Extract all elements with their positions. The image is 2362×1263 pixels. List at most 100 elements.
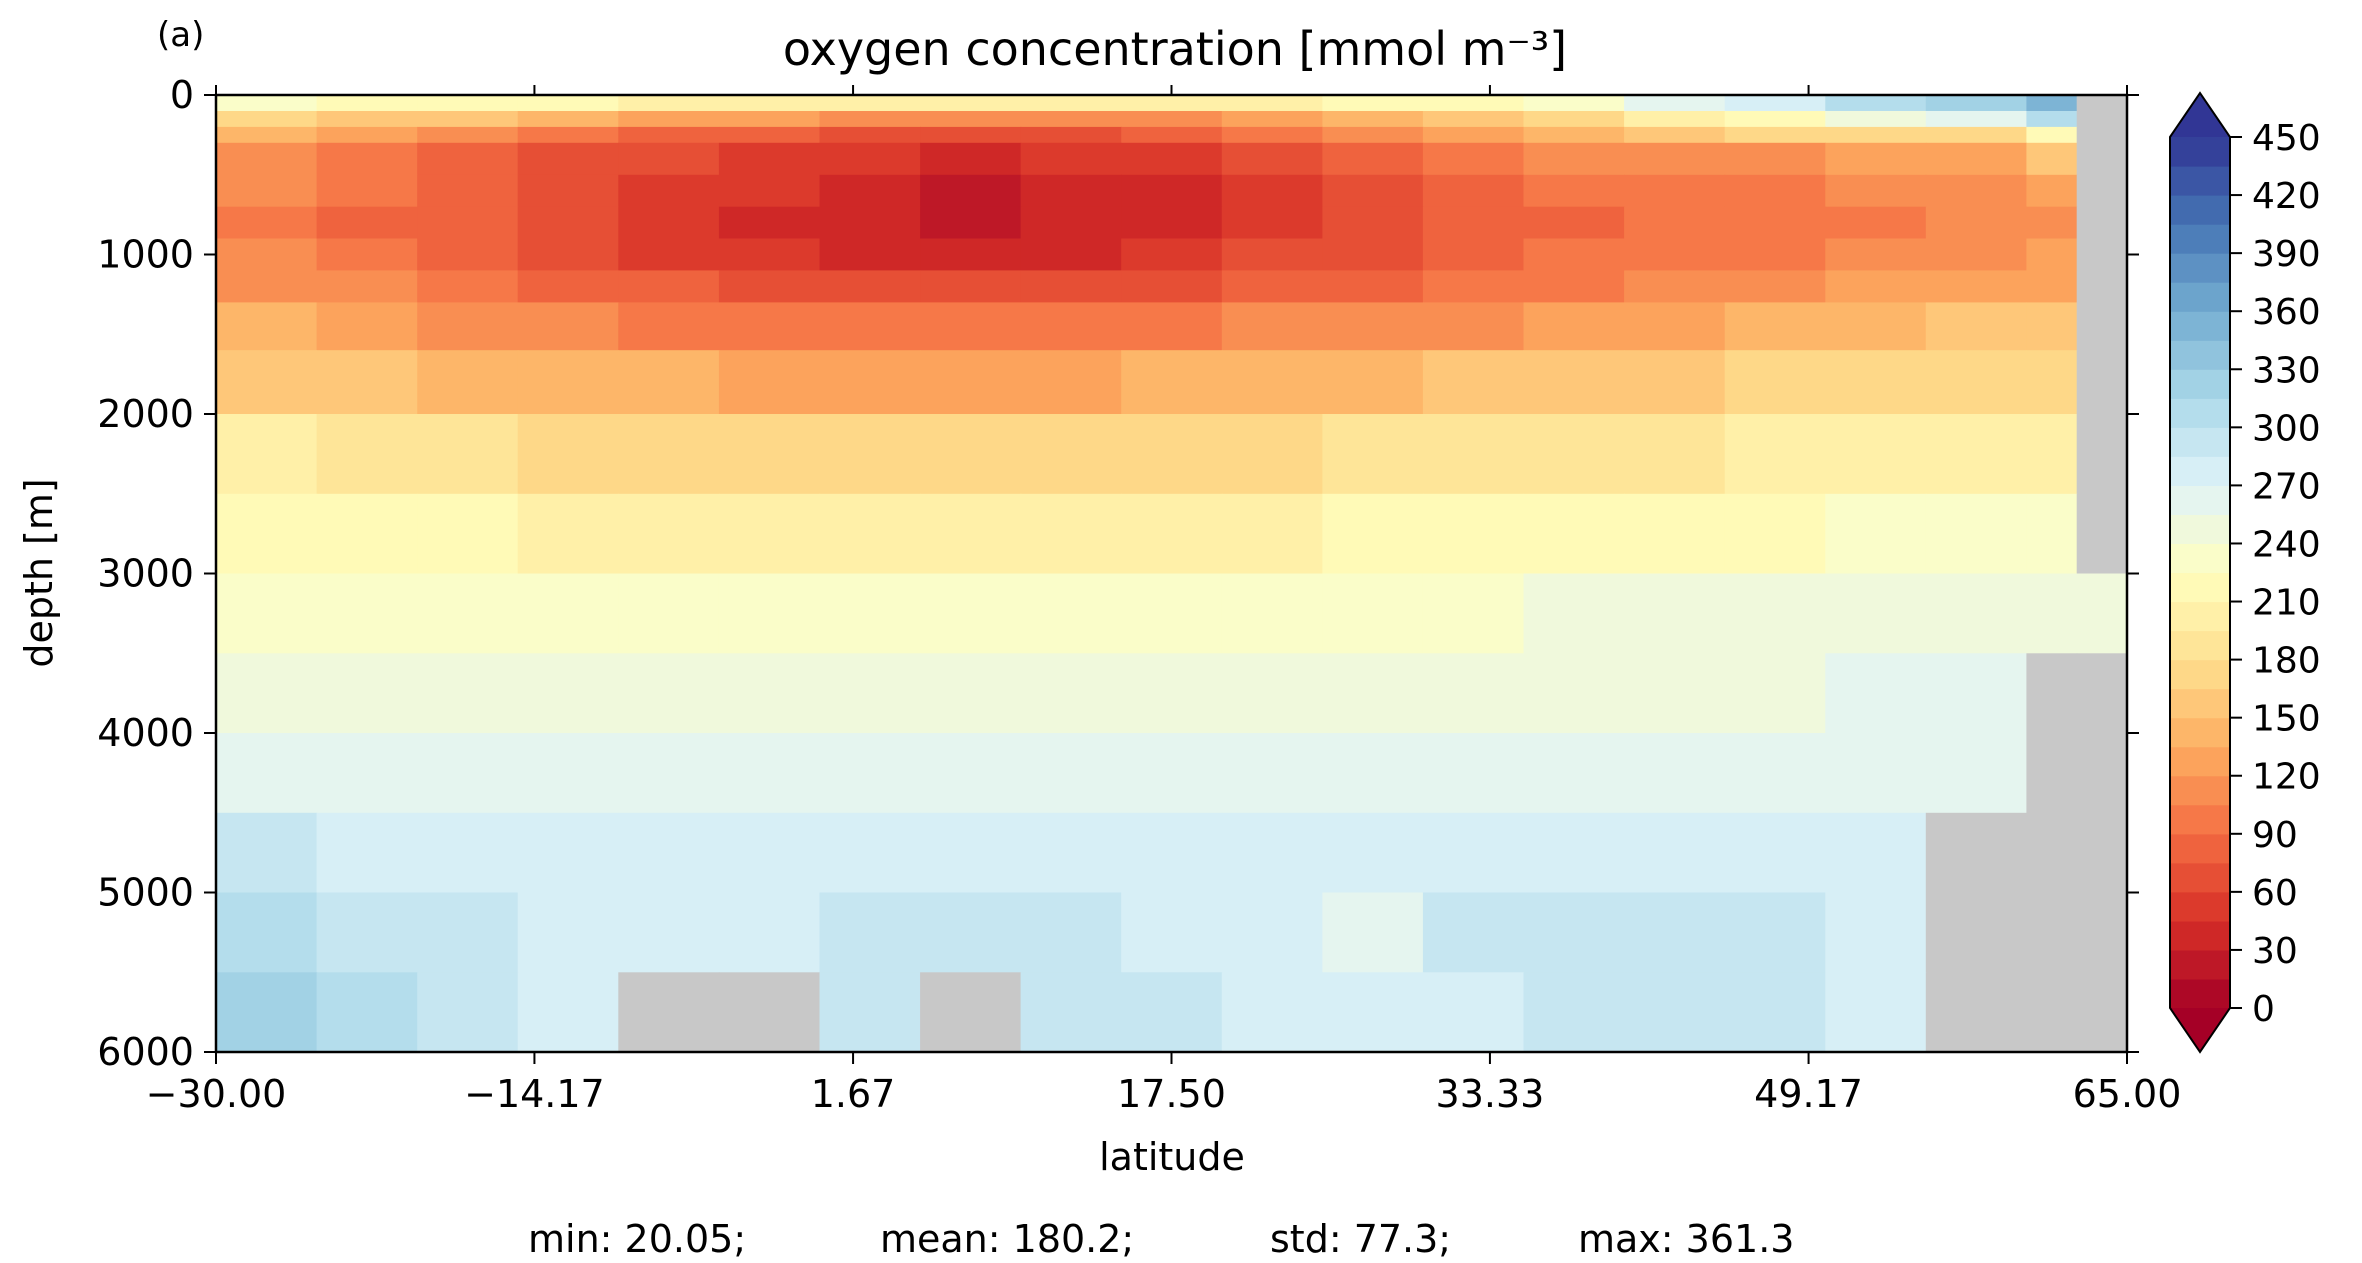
colorbar-level <box>2170 717 2230 748</box>
heatmap-cell <box>819 302 921 351</box>
heatmap-cell <box>1422 111 1525 128</box>
heatmap-cell <box>1020 206 1122 240</box>
heatmap-cell <box>1020 174 1122 208</box>
heatmap-cell <box>1624 302 1726 351</box>
heatmap-cell <box>1624 350 1726 415</box>
heatmap-cell <box>819 270 921 303</box>
missing-cell <box>2076 270 2128 303</box>
heatmap-cell <box>1624 174 1726 208</box>
heatmap-cell <box>618 892 720 973</box>
colorbar-level <box>2170 543 2230 574</box>
heatmap-cell <box>1523 493 1625 575</box>
heatmap-cell <box>1724 493 1826 575</box>
heatmap-cell <box>618 302 720 351</box>
colorbar-level <box>2170 601 2230 632</box>
heatmap-cell <box>1624 812 1726 894</box>
heatmap-cell <box>216 892 318 973</box>
heatmap-cell <box>819 892 921 973</box>
heatmap-cell <box>1825 238 1927 271</box>
heatmap-cell <box>1221 302 1323 351</box>
heatmap-cell <box>216 206 318 240</box>
colorbar-level <box>2170 949 2230 980</box>
heatmap-cell <box>1523 653 1625 734</box>
heatmap-cell <box>920 206 1022 240</box>
heatmap-cell <box>316 206 418 240</box>
heatmap-cell <box>1121 206 1223 240</box>
heatmap-cell <box>1624 270 1726 303</box>
heatmap-cell <box>2026 174 2078 208</box>
heatmap-cell <box>618 238 720 271</box>
heatmap-cell <box>618 174 720 208</box>
heatmap-cell <box>718 493 821 575</box>
colorbar-tick-label: 30 <box>2252 931 2298 972</box>
heatmap-cell <box>1523 111 1625 128</box>
heatmap-cell <box>1724 972 1826 1053</box>
heatmap-cell <box>1020 95 1122 112</box>
heatmap-cell <box>1121 812 1223 894</box>
missing-cell <box>2076 972 2128 1053</box>
heatmap-cell <box>1825 206 1927 240</box>
heatmap-cell <box>316 812 418 894</box>
missing-cell <box>2076 206 2128 240</box>
heatmap-cell <box>819 493 921 575</box>
missing-cell <box>2026 653 2078 734</box>
heatmap-cell <box>316 142 418 176</box>
heatmap-cell <box>1523 95 1625 112</box>
heatmap-cell <box>618 126 720 144</box>
heatmap-cell <box>1523 812 1625 894</box>
heatmap-cell <box>1121 350 1223 415</box>
heatmap-cell <box>2026 302 2078 351</box>
heatmap-cell <box>1221 414 1323 495</box>
heatmap-cell <box>1523 414 1625 495</box>
heatmap-cell <box>1221 206 1323 240</box>
heatmap-cell <box>2076 573 2128 654</box>
heatmap-cell <box>618 142 720 176</box>
heatmap-cell <box>417 972 519 1053</box>
heatmap-cell <box>1825 812 1927 894</box>
heatmap-cell <box>718 733 821 814</box>
heatmap-cell <box>1121 892 1223 973</box>
heatmap-cell <box>216 302 318 351</box>
heatmap-cell <box>1121 126 1223 144</box>
heatmap-cell <box>316 95 418 112</box>
colorbar-level <box>2170 224 2230 254</box>
heatmap-cell <box>2026 270 2078 303</box>
heatmap-cell <box>1422 238 1525 271</box>
heatmap-cell <box>1724 238 1826 271</box>
colorbar-tick-label: 0 <box>2252 989 2275 1030</box>
heatmap-cell <box>1422 812 1525 894</box>
colorbar-under-triangle <box>2170 1008 2230 1052</box>
heatmap-cell <box>417 493 519 575</box>
missing-cell <box>2076 892 2128 973</box>
heatmap-cell <box>1322 414 1424 495</box>
heatmap-cell <box>618 350 720 415</box>
heatmap-cell <box>718 302 821 351</box>
heatmap-cell <box>1020 142 1122 176</box>
heatmap-cell <box>718 238 821 271</box>
heatmap-cell <box>2026 493 2078 575</box>
heatmap-cell <box>517 892 619 973</box>
colorbar-level <box>2170 311 2230 341</box>
colorbar-level <box>2170 746 2230 777</box>
colorbar-level <box>2170 659 2230 690</box>
panel-label: (a) <box>157 15 204 55</box>
heatmap-cell <box>316 493 418 575</box>
heatmap-cell <box>1020 111 1122 128</box>
heatmap-cell <box>920 126 1022 144</box>
heatmap-cell <box>618 653 720 734</box>
heatmap-cell <box>417 238 519 271</box>
colorbar-level <box>2170 833 2230 864</box>
heatmap-cell <box>2026 414 2078 495</box>
heatmap-cell <box>718 892 821 973</box>
colorbar-level <box>2170 630 2230 661</box>
heatmap-cell <box>517 270 619 303</box>
heatmap-cell <box>1322 126 1424 144</box>
heatmap-cell <box>1422 174 1525 208</box>
x-axis-label: latitude <box>1099 1135 1245 1179</box>
heatmap-cell <box>718 111 821 128</box>
stat-std: std: 77.3; <box>1270 1217 1451 1261</box>
heatmap-cell <box>2026 126 2078 144</box>
heatmap-cell <box>819 95 921 112</box>
heatmap-cell <box>216 414 318 495</box>
